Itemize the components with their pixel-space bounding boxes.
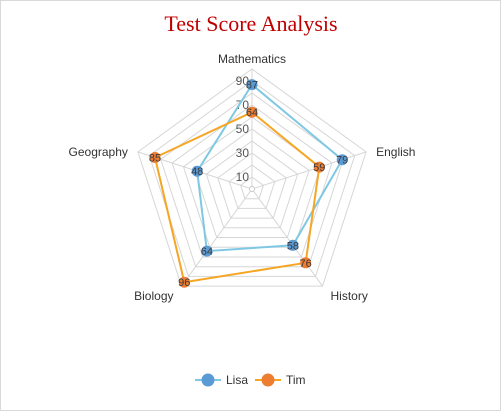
data-label-tim: 96 (178, 277, 190, 289)
legend-marker-tim[interactable] (262, 374, 275, 387)
category-label-geography: Geography (69, 145, 128, 159)
axis-tick-label: 30 (236, 146, 250, 160)
legend-marker-lisa[interactable] (202, 374, 215, 387)
data-label-tim: 64 (246, 107, 258, 119)
data-label-lisa: 79 (336, 155, 348, 167)
category-label-biology: Biology (134, 289, 173, 303)
data-label-tim: 76 (299, 258, 311, 270)
category-label-mathematics: Mathematics (218, 52, 286, 66)
data-label-lisa: 48 (191, 166, 203, 178)
center-marker (250, 187, 255, 192)
legend-label-lisa[interactable]: Lisa (226, 373, 248, 387)
category-label-history: History (331, 289, 368, 303)
data-label-lisa: 87 (246, 80, 258, 92)
chart-title: Test Score Analysis (164, 11, 337, 36)
category-label-english: English (376, 145, 415, 159)
legend: Lisa Tim (195, 373, 306, 387)
data-label-tim: 85 (149, 153, 161, 165)
axis-tick-label: 50 (236, 122, 250, 136)
data-label-tim: 59 (313, 162, 325, 174)
data-label-lisa: 64 (201, 246, 213, 258)
axis-tick-label: 10 (236, 170, 250, 184)
data-label-lisa: 58 (287, 240, 299, 252)
legend-label-tim[interactable]: Tim (286, 373, 306, 387)
